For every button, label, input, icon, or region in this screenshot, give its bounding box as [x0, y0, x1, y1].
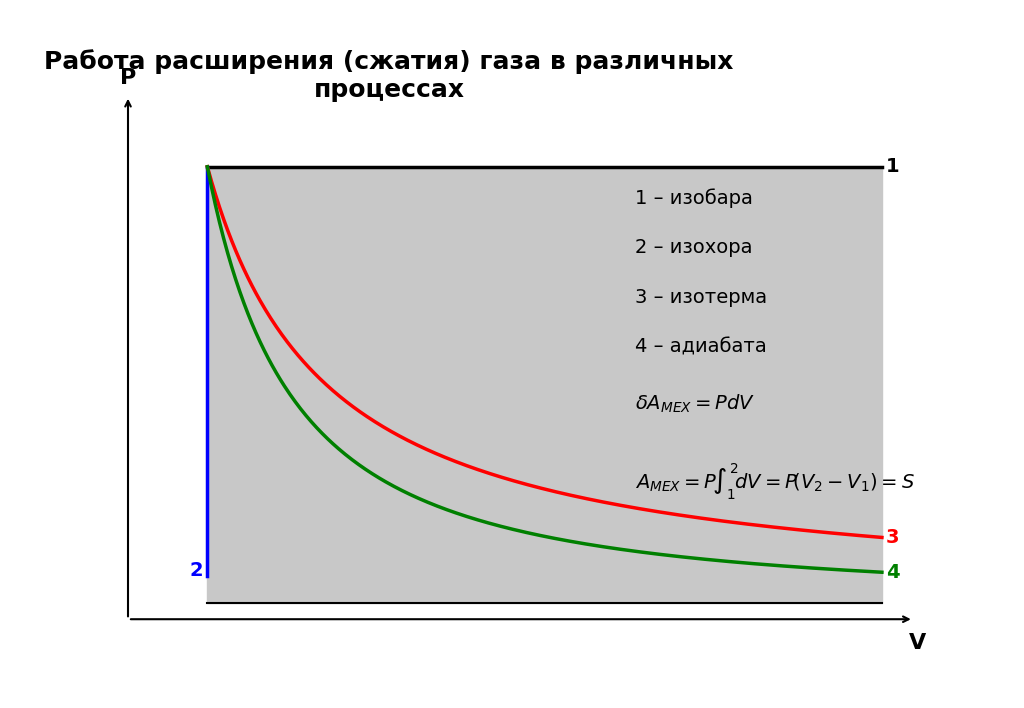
Text: 2 – изохора: 2 – изохора [635, 239, 753, 257]
Text: Работа расширения (сжатия) газа в различных
процессах: Работа расширения (сжатия) газа в различ… [44, 50, 734, 102]
Text: 1 – изобара: 1 – изобара [635, 188, 753, 208]
Text: 4: 4 [886, 563, 899, 582]
Text: 4 – адиабата: 4 – адиабата [635, 338, 767, 356]
Text: $A_{МЕХ} = P\!\int_{1}^{2}\!dV = P\!\left(V_{2}-V_{1}\right) = S$: $A_{МЕХ} = P\!\int_{1}^{2}\!dV = P\!\lef… [635, 462, 914, 501]
Text: 1: 1 [886, 157, 899, 176]
Text: 3: 3 [886, 528, 899, 547]
Text: $\delta A_{МЕХ} = PdV$: $\delta A_{МЕХ} = PdV$ [635, 392, 755, 415]
Text: 3 – изотерма: 3 – изотерма [635, 288, 767, 307]
Polygon shape [207, 167, 882, 603]
Text: P: P [120, 68, 136, 88]
Text: V: V [909, 633, 927, 653]
Text: 2: 2 [189, 561, 204, 580]
